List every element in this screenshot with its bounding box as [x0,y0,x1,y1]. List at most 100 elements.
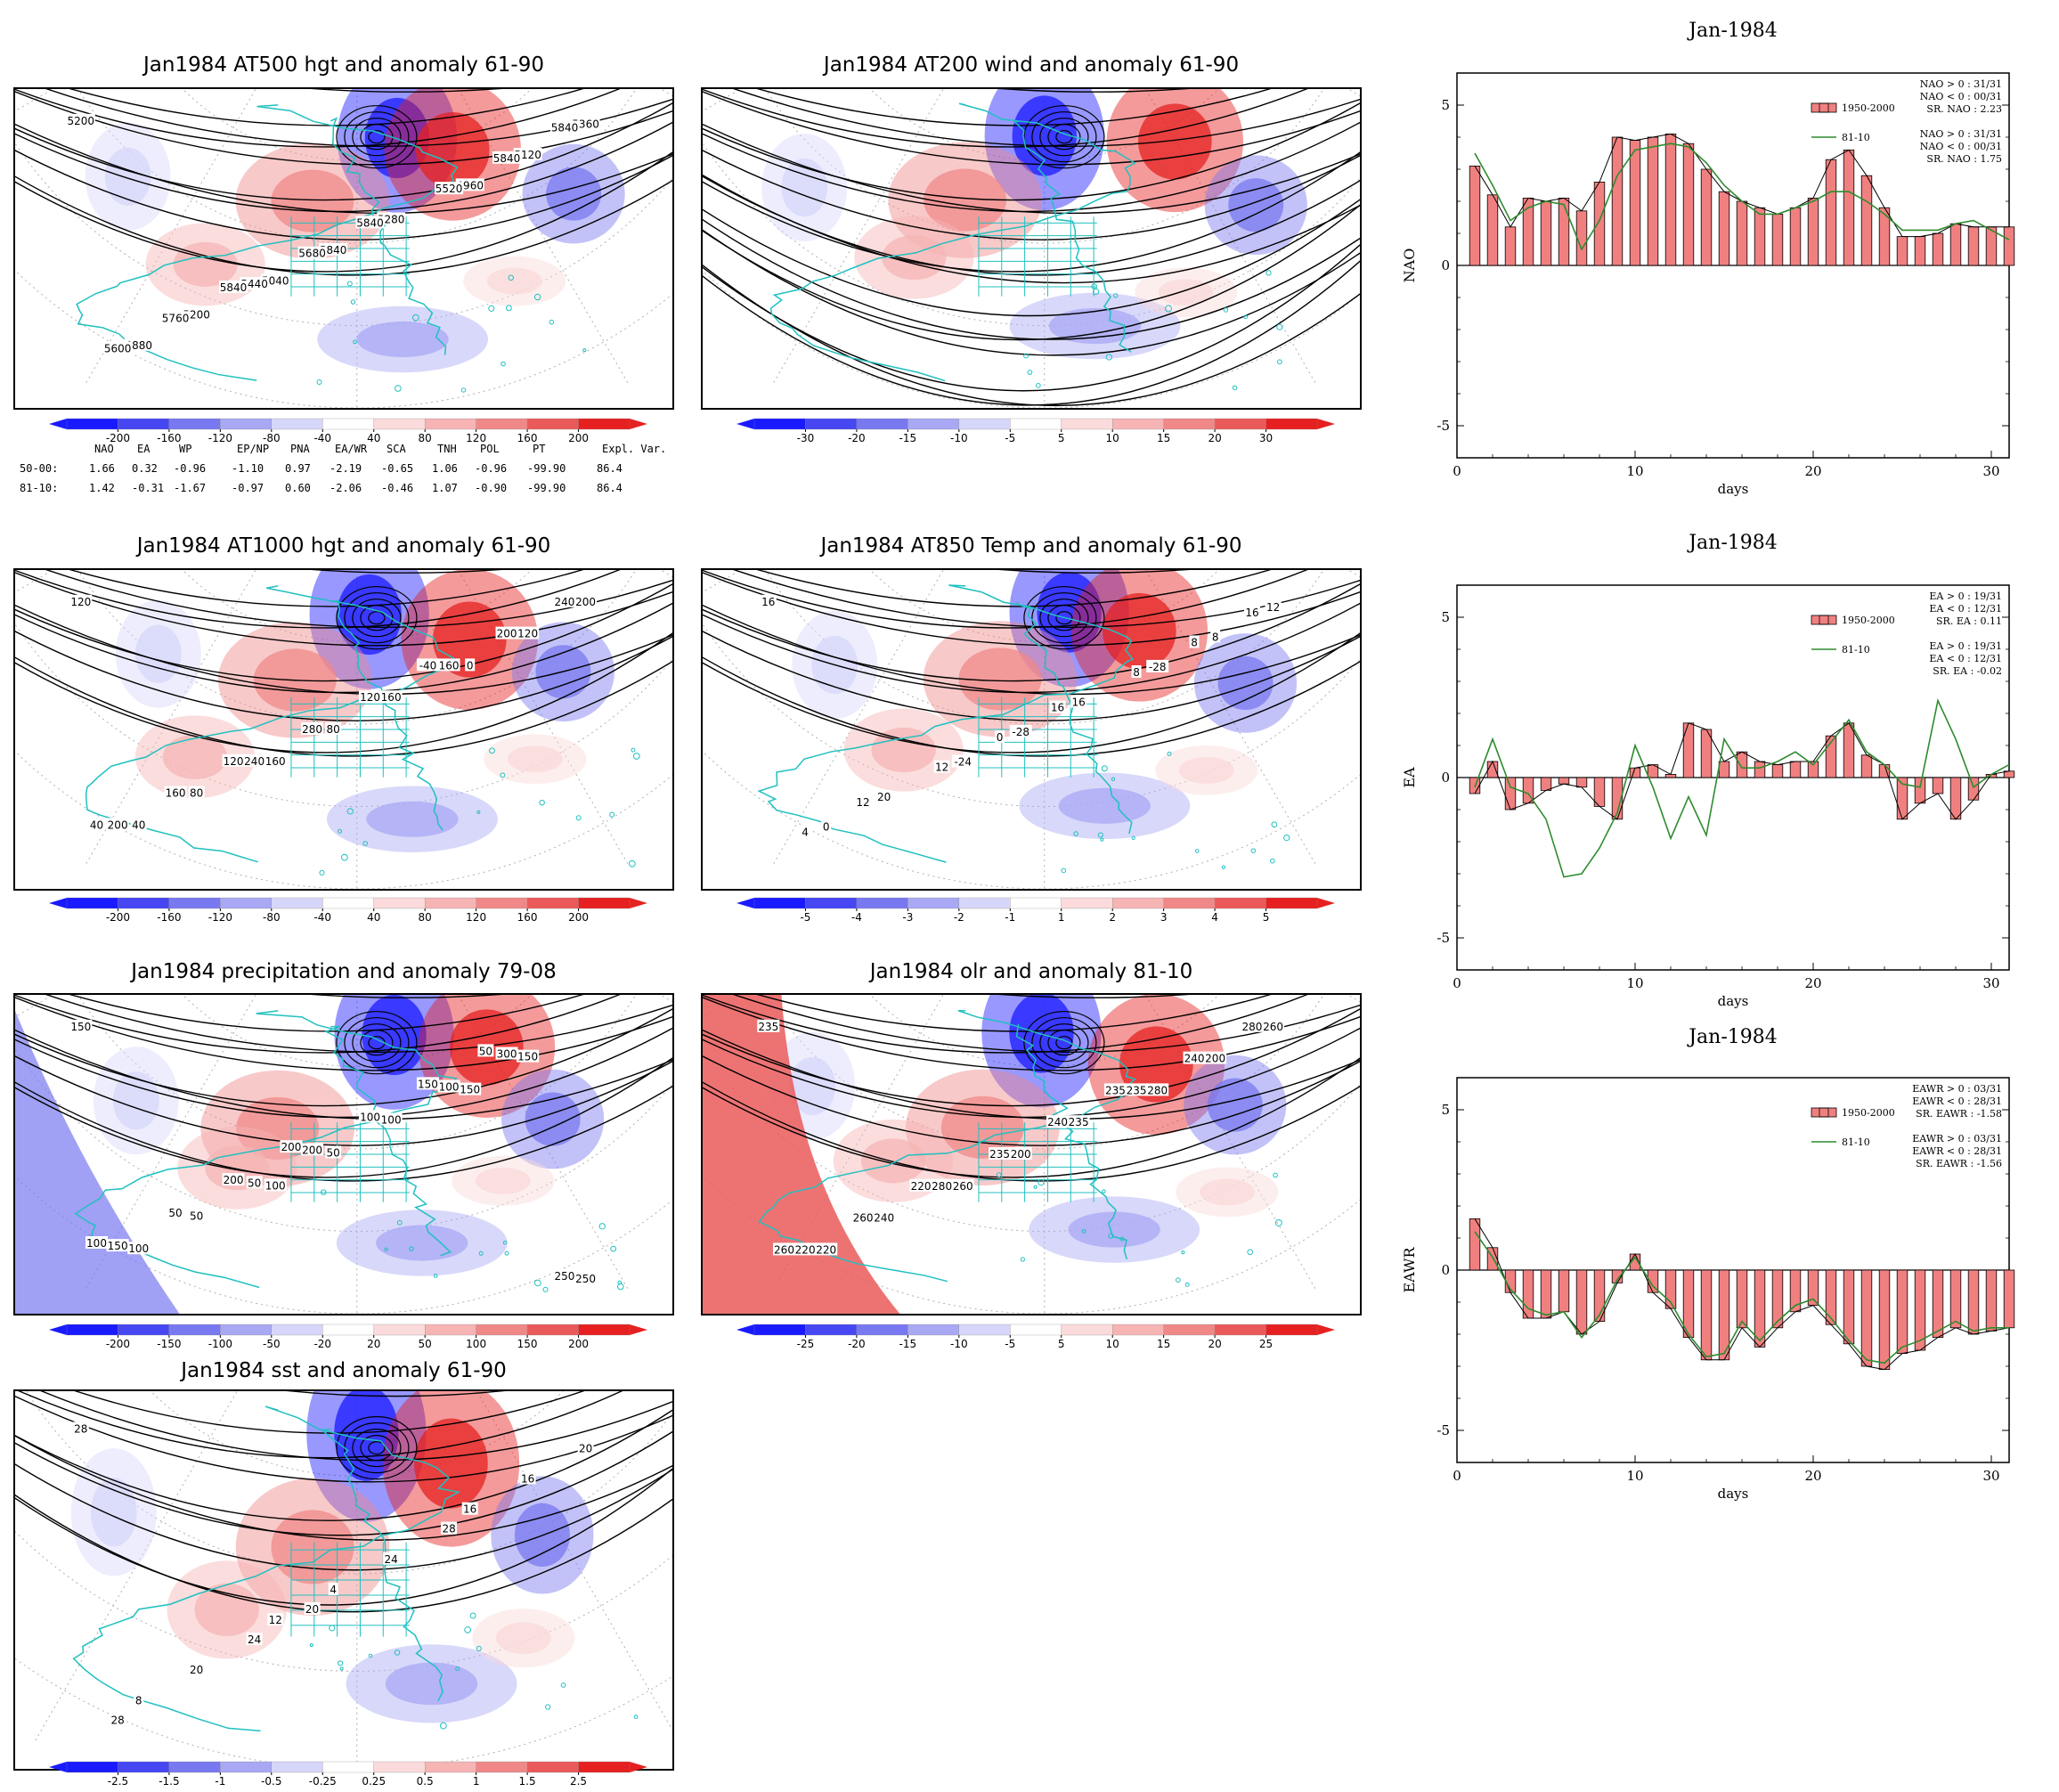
map-title-precip: Jan1984 precipitation and anomaly 79-08 [131,960,557,983]
legend-stat: EA > 0 : 19/31 [1929,591,2002,602]
bar [1736,1269,1748,1329]
index-value-cell: -0.90 [475,482,508,494]
svg-text:100: 100 [128,1242,149,1255]
colorbar-tick: 1 [473,1775,480,1788]
svg-text:0: 0 [467,659,474,672]
y-axis-label: EAWR [1401,1247,1418,1293]
svg-text:150: 150 [108,1240,128,1252]
index-value-cell: -0.96 [174,462,207,475]
svg-text:-28: -28 [1149,661,1167,673]
svg-text:200: 200 [108,819,128,831]
contour-label: 20 [875,790,892,803]
bar [1949,223,1962,266]
contour-label: 50 [188,1209,205,1222]
contour-label: 24 [246,1633,263,1646]
svg-text:235: 235 [1127,1084,1147,1096]
x-tick-label: 10 [1626,975,1643,991]
contour-label: 0 [821,819,832,834]
bar [1932,232,1944,266]
colorbar-tick: 25 [1259,1338,1273,1350]
contour-label: 200 [222,1173,245,1186]
bar [1736,200,1748,266]
index-header-cell: PT [533,443,546,455]
colorbar-tick: -15 [899,1338,917,1350]
svg-text:5840: 5840 [356,216,384,229]
contour-label: 16 [1243,605,1260,619]
contour-label: 200 [574,594,598,608]
svg-text:300: 300 [497,1048,517,1061]
bar [1558,777,1570,785]
svg-text:250: 250 [555,1270,575,1283]
index-value-cell: 0.97 [285,462,311,475]
bar [2003,770,2015,778]
colorbar-olr: -25 -20 -15 -10 -5 5 10 15 20 25 [737,1324,1335,1351]
index-header-cell: POL [480,443,500,455]
colorbar-tick: 20 [1208,432,1221,444]
contour-label: 120 [222,753,245,768]
bar [1540,1269,1552,1319]
bar [1611,136,1624,266]
index-chart-nao: -5 0 5 0 10 20 30 days NAO NAO > 0 : 31/31 NAO < 0… [1395,64,2027,502]
x-axis-label: days [1718,993,1749,1009]
index-value-cell: 1.66 [89,462,115,475]
svg-text:200: 200 [302,1144,322,1156]
svg-text:220: 220 [816,1243,836,1256]
legend-bar-swatch [1811,1107,1837,1118]
x-tick-label: 0 [1453,975,1461,991]
x-tick-label: 10 [1626,1468,1643,1484]
svg-text:5840: 5840 [493,152,521,165]
x-tick-label: 20 [1804,1468,1821,1484]
index-value-cell: 1.07 [432,482,458,494]
contour-label: 235 [1103,1083,1127,1096]
map-title-olr: Jan1984 olr and anomaly 81-10 [869,960,1193,983]
bar [1932,777,1944,794]
svg-text:28: 28 [442,1523,455,1535]
svg-text:200: 200 [224,1174,244,1186]
colorbar-tick: -120 [208,432,232,444]
colorbar-tick: 40 [367,911,380,924]
index-value-cell: -0.31 [132,482,165,494]
svg-text:235: 235 [1069,1116,1089,1128]
contour-label: 4 [800,825,810,839]
bar [1540,200,1552,266]
series-line-81-10 [1474,143,2010,251]
map-plot-olr: 2352602802202002002402352602802352202352… [703,995,1360,1314]
svg-text:-28: -28 [1012,726,1030,738]
contour-label: 240 [1046,1115,1070,1128]
svg-text:100: 100 [265,1179,286,1192]
bar [1932,1269,1944,1338]
bar-trace-line [1474,722,2010,820]
chart-title: Jan-1984 [1689,532,1778,554]
svg-text:160: 160 [166,787,186,800]
contour-label: 160 [379,690,403,704]
bar [1967,226,1980,266]
svg-text:5520: 5520 [435,183,463,195]
colorbar-tick: -80 [263,432,281,444]
contour-label: 40 [88,818,105,831]
contour-label: -28 [1146,659,1169,673]
svg-text:240: 240 [244,755,264,768]
index-chart-ea: -5 0 5 0 10 20 30 days EA EA > 0 : 19/31 EA < 0 : … [1395,576,2027,1014]
svg-text:80: 80 [190,787,203,800]
bar [1843,1269,1855,1345]
contour-label: 260 [951,1178,974,1193]
y-axis-label: NAO [1401,248,1418,283]
svg-text:150: 150 [418,1078,438,1090]
svg-text:16: 16 [521,1472,534,1485]
contour-label: 8 [134,1693,144,1706]
svg-text:160: 160 [381,691,402,704]
bar [1718,761,1730,778]
svg-text:240: 240 [1184,1053,1205,1065]
x-tick-label: 0 [1453,1468,1461,1484]
index-header-cell: EA [137,443,151,455]
chart-title: Jan-1984 [1689,20,1778,42]
contour-label: 120 [69,594,93,608]
colorbar-tick: 50 [419,1338,432,1350]
contour-label: 16 [1049,700,1066,714]
svg-text:100: 100 [439,1080,460,1093]
bar [1985,1269,1998,1332]
bar [1878,207,1891,266]
svg-text:260: 260 [853,1212,874,1225]
contour-label: 280 [301,722,324,736]
svg-text:50: 50 [168,1207,182,1219]
